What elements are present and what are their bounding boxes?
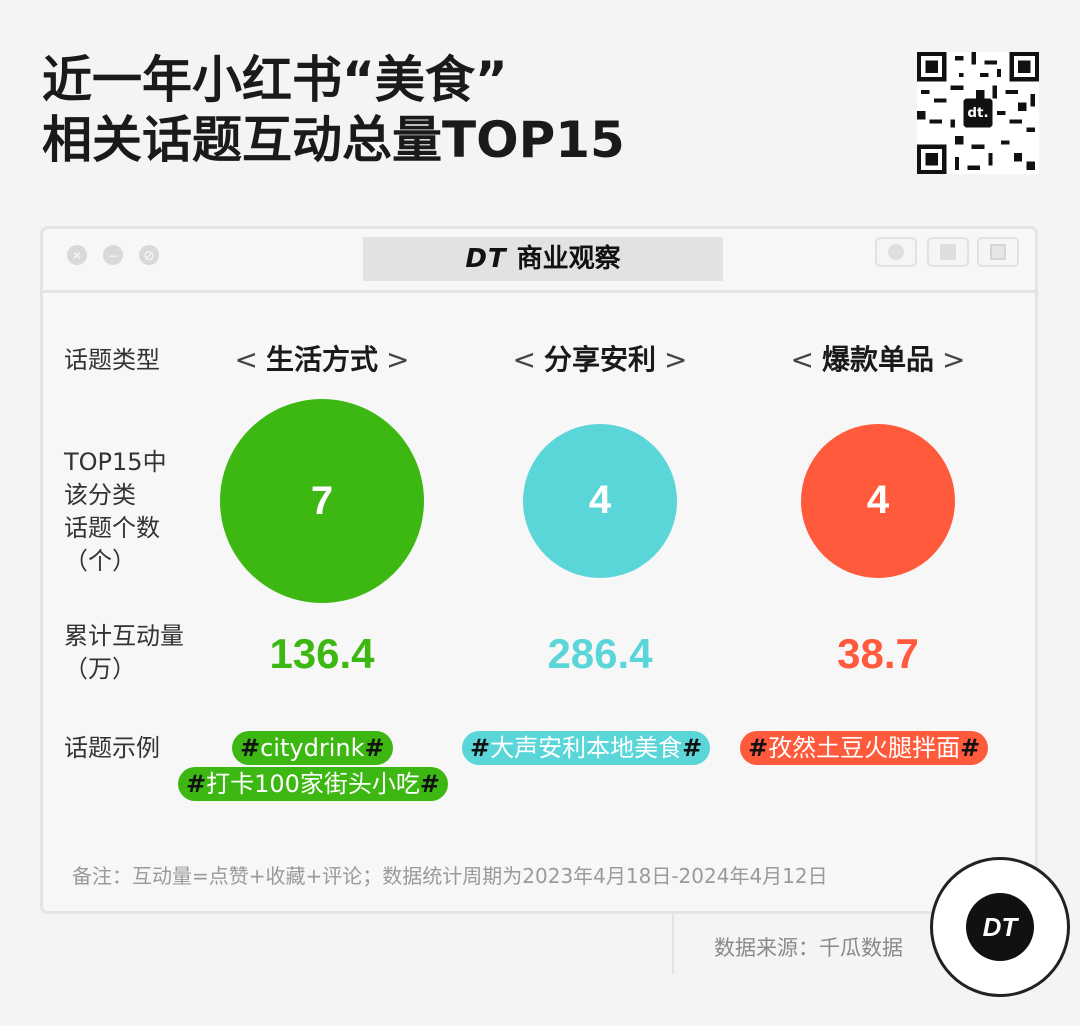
topic-tag: #打卡100家街头小吃# — [178, 767, 449, 801]
qr-code-icon: dt. — [917, 52, 1039, 174]
hash-icon: # — [419, 770, 441, 798]
hash-icon: # — [748, 734, 769, 762]
copy-icon — [990, 244, 1006, 260]
copy-button[interactable] — [977, 237, 1019, 267]
category-header: < 爆款单品 > — [738, 340, 1018, 380]
maximize-icon[interactable]: ⊘ — [139, 245, 159, 265]
hash-icon: # — [364, 734, 385, 762]
row-label-category: 话题类型 — [64, 346, 160, 374]
svg-text:dt.: dt. — [967, 106, 988, 121]
bracket-right: > — [942, 343, 966, 376]
hash-icon: # — [682, 734, 703, 762]
category-header: < 生活方式 > — [182, 340, 462, 380]
dt-badge-icon: DT — [930, 857, 1070, 997]
bracket-right: > — [664, 343, 688, 376]
hash-icon: # — [470, 734, 491, 762]
brand-logo: DT — [465, 244, 507, 274]
record-icon — [888, 244, 904, 260]
row-label-total-2: （万） — [64, 655, 136, 683]
row-label-total-1: 累计互动量 — [64, 622, 184, 650]
row-label-count-2: 该分类 — [64, 481, 136, 509]
topic-tag: #孜然土豆火腿拌面# — [740, 731, 989, 765]
data-source: 数据来源：千瓜数据 — [714, 936, 903, 960]
page-title-line1: 近一年小红书“美食” — [42, 51, 508, 109]
row-label-count-3: 话题个数 — [64, 514, 160, 542]
category-name: 生活方式 — [265, 343, 378, 376]
dt-badge-label: DT — [966, 893, 1034, 961]
minimize-icon[interactable]: – — [103, 245, 123, 265]
brand-bar: DT 商业观察 — [363, 237, 723, 281]
topic-tag-text: 孜然土豆火腿拌面 — [768, 734, 961, 762]
count-label: 7 — [310, 478, 334, 523]
category-name: 分享安利 — [543, 343, 656, 376]
row-label-example: 话题示例 — [64, 734, 160, 762]
source-tab — [672, 914, 952, 974]
brand-name: 商业观察 — [516, 244, 621, 274]
count-bubble: 4 — [800, 423, 956, 579]
category-header: < 分享安利 > — [460, 340, 740, 380]
hash-icon: # — [240, 734, 261, 762]
total-interaction-value: 286.4 — [547, 630, 653, 677]
bracket-left: < — [234, 343, 258, 376]
row-label-count-1: TOP15中 — [64, 448, 167, 476]
window-titlebar: × – ⊘ DT 商业观察 — [43, 229, 1035, 293]
row-label-count-4: （个） — [64, 547, 136, 575]
count-label: 4 — [866, 478, 890, 523]
share-button[interactable] — [927, 237, 969, 267]
hash-icon: # — [960, 734, 981, 762]
count-label: 4 — [588, 478, 612, 523]
topic-tag-text: 打卡100家街头小吃 — [206, 770, 420, 798]
footnote: 备注：互动量=点赞+收藏+评论；数据统计周期为2023年4月18日-2024年4… — [72, 864, 828, 888]
bracket-left: < — [512, 343, 536, 376]
count-bubble: 4 — [522, 423, 678, 579]
topic-tag-text: 大声安利本地美食 — [490, 734, 683, 762]
topic-tag: #大声安利本地美食# — [462, 731, 711, 765]
bracket-right: > — [386, 343, 410, 376]
count-bubble: 7 — [220, 399, 424, 603]
total-interaction-value: 38.7 — [837, 630, 919, 677]
topic-tag: #citydrink# — [232, 731, 393, 765]
category-name: 爆款单品 — [821, 343, 934, 376]
record-button[interactable] — [875, 237, 917, 267]
share-icon — [940, 244, 956, 260]
topic-tag-text: citydrink — [260, 734, 365, 762]
page-title-line2: 相关话题互动总量TOP15 — [42, 111, 625, 169]
hash-icon: # — [186, 770, 207, 798]
bracket-left: < — [790, 343, 814, 376]
page-title: 近一年小红书“美食” 相关话题互动总量TOP15 — [42, 50, 625, 170]
close-icon[interactable]: × — [67, 245, 87, 265]
total-interaction-value: 136.4 — [269, 630, 375, 677]
